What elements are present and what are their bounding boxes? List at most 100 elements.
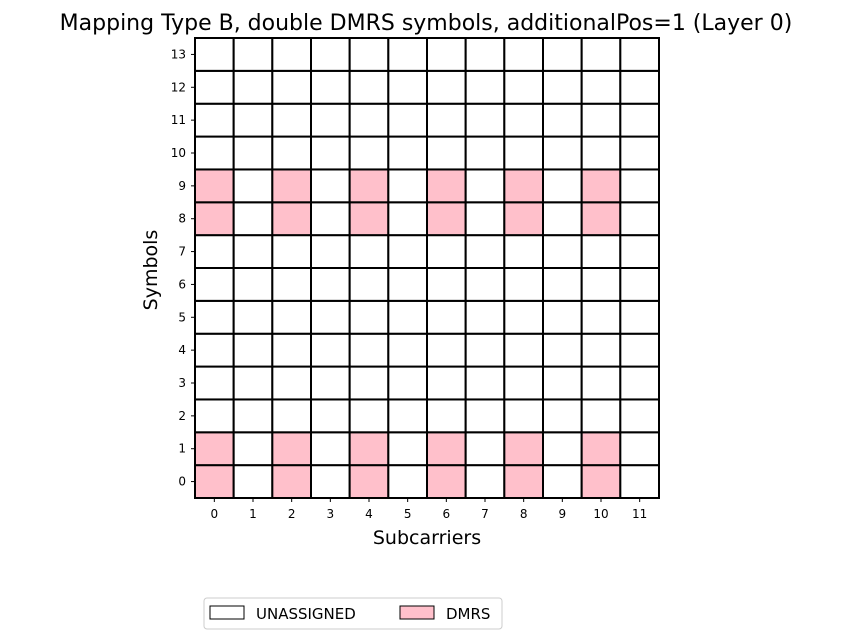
grid-cell-unassigned <box>503 69 545 105</box>
y-tick-label: 3 <box>178 376 186 390</box>
grid-cell-unassigned <box>194 332 235 368</box>
grid-cell-unassigned <box>232 37 274 72</box>
grid-cell-unassigned <box>619 365 660 401</box>
grid-cell-unassigned <box>232 464 274 499</box>
grid-cell-unassigned <box>542 168 583 204</box>
grid-cell-dmrs <box>580 464 622 499</box>
grid-cell-unassigned <box>310 37 351 72</box>
grid-cell-unassigned <box>194 37 235 72</box>
x-tick-label: 7 <box>481 507 489 521</box>
grid-cell-dmrs <box>348 201 390 237</box>
x-axis-ticks: 0 1 2 3 4 5 6 7 8 9 10 11 <box>211 498 647 521</box>
grid-cell-unassigned <box>232 299 274 335</box>
grid-cell-unassigned <box>426 398 467 434</box>
grid-cell-unassigned <box>348 102 390 138</box>
grid-cell-unassigned <box>580 267 622 302</box>
x-tick-label: 0 <box>211 507 219 521</box>
grid-cell-unassigned <box>232 168 274 204</box>
grid-cell-unassigned <box>464 102 506 138</box>
grid-cell-unassigned <box>348 135 390 171</box>
grid-cell-unassigned <box>310 431 351 467</box>
grid-cell-unassigned <box>619 168 660 204</box>
grid-cell-unassigned <box>310 201 351 237</box>
grid-cell-unassigned <box>271 332 313 368</box>
grid-cell-unassigned <box>194 135 235 171</box>
grid-cell-unassigned <box>542 398 583 434</box>
x-tick-label: 9 <box>559 507 567 521</box>
grid-cell-unassigned <box>387 135 429 171</box>
grid-cell-unassigned <box>348 267 390 302</box>
grid-cell-unassigned <box>232 102 274 138</box>
grid-cell-unassigned <box>580 332 622 368</box>
grid-cell-unassigned <box>387 168 429 204</box>
y-tick-label: 12 <box>171 80 186 94</box>
grid-cell-unassigned <box>619 267 660 302</box>
grid-cell-dmrs <box>348 168 390 204</box>
y-tick-label: 4 <box>178 343 186 357</box>
grid-cell-dmrs <box>426 431 467 467</box>
grid-cell-unassigned <box>464 332 506 368</box>
grid-cell-unassigned <box>542 69 583 105</box>
grid-cell-unassigned <box>464 201 506 237</box>
grid-cell-unassigned <box>426 102 467 138</box>
grid-cell-unassigned <box>503 135 545 171</box>
grid-cell-unassigned <box>310 135 351 171</box>
grid-cell-unassigned <box>580 365 622 401</box>
y-tick-label: 5 <box>178 310 186 324</box>
grid-cell-unassigned <box>348 299 390 335</box>
legend-label-dmrs: DMRS <box>446 605 490 623</box>
grid-cell-unassigned <box>232 398 274 434</box>
grid-cell-unassigned <box>580 102 622 138</box>
grid-cell-unassigned <box>503 37 545 72</box>
grid-cell-unassigned <box>619 135 660 171</box>
x-tick-label: 2 <box>288 507 296 521</box>
y-tick-label: 7 <box>178 245 186 259</box>
grid-cell-unassigned <box>619 37 660 72</box>
grid-cell-unassigned <box>232 267 274 302</box>
x-tick-label: 11 <box>632 507 647 521</box>
grid-cell-unassigned <box>387 234 429 269</box>
grid-cell-unassigned <box>348 332 390 368</box>
grid-cell-dmrs <box>194 201 235 237</box>
grid-cell-unassigned <box>232 69 274 105</box>
grid-cell-unassigned <box>619 464 660 499</box>
grid-cell-unassigned <box>271 69 313 105</box>
grid-cell-unassigned <box>194 299 235 335</box>
grid-cell-unassigned <box>426 135 467 171</box>
grid-cell-unassigned <box>387 69 429 105</box>
grid-cell-dmrs <box>194 168 235 204</box>
grid-cell-unassigned <box>271 37 313 72</box>
grid-cell-unassigned <box>387 299 429 335</box>
grid-cell-unassigned <box>387 365 429 401</box>
grid-cell-unassigned <box>426 332 467 368</box>
grid-cell-unassigned <box>194 398 235 434</box>
grid-cell-unassigned <box>310 365 351 401</box>
grid-cell-unassigned <box>580 234 622 269</box>
grid-cell-unassigned <box>580 135 622 171</box>
x-tick-label: 3 <box>327 507 335 521</box>
grid-cell-dmrs <box>271 201 313 237</box>
grid-cell-dmrs <box>503 168 545 204</box>
grid-cell-unassigned <box>348 365 390 401</box>
grid-cell-unassigned <box>464 69 506 105</box>
grid-cell-unassigned <box>387 464 429 499</box>
grid-cell-unassigned <box>387 102 429 138</box>
grid-cell-unassigned <box>194 69 235 105</box>
grid-cell-unassigned <box>387 431 429 467</box>
grid-cell-unassigned <box>464 365 506 401</box>
grid-cell-unassigned <box>619 201 660 237</box>
grid-cell-unassigned <box>271 398 313 434</box>
grid-cell-unassigned <box>310 69 351 105</box>
grid-cell-unassigned <box>464 299 506 335</box>
grid-cell-unassigned <box>232 234 274 269</box>
y-tick-label: 13 <box>171 47 186 61</box>
grid-cells <box>194 37 660 499</box>
grid-cell-unassigned <box>426 37 467 72</box>
grid-cell-unassigned <box>464 267 506 302</box>
x-tick-label: 5 <box>404 507 412 521</box>
grid-cell-unassigned <box>194 234 235 269</box>
grid-cell-unassigned <box>580 37 622 72</box>
grid-cell-unassigned <box>542 37 583 72</box>
grid-cell-unassigned <box>310 332 351 368</box>
